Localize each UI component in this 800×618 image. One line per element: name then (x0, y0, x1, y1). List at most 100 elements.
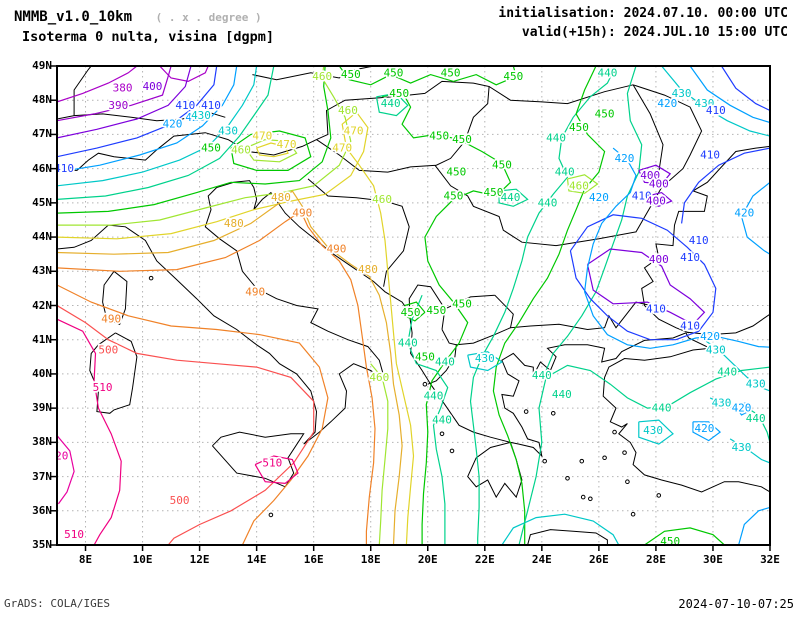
contour-line-430 (661, 66, 770, 137)
contour-label-430: 430 (746, 378, 766, 391)
chart-subtitle: Isoterma 0 nulta, visina [dgpm] (22, 29, 274, 45)
contour-line-410 (681, 147, 770, 224)
contour-line-430 (501, 513, 620, 545)
contour-label-450: 450 (401, 306, 421, 319)
lon-tick-label: 14E (246, 553, 267, 566)
contour-label-400: 400 (646, 195, 666, 208)
contour-label-480: 480 (271, 191, 291, 204)
contour-label-450: 450 (446, 166, 466, 179)
contour-label-410: 410 (700, 149, 720, 162)
lon-tick-label: 32E (760, 553, 780, 566)
border-line (488, 84, 634, 105)
border-line (316, 80, 490, 173)
contour-line-440 (375, 92, 409, 117)
lat-tick-label: 43N (32, 264, 52, 278)
contour-line-400 (638, 164, 672, 185)
island (630, 511, 636, 517)
contour-label-410: 410 (175, 99, 195, 112)
model-title: NMMB_v1.0_10km (14, 9, 133, 25)
contour-label-470: 470 (277, 138, 297, 151)
coastline (602, 332, 770, 493)
contour-line-450 (492, 66, 606, 545)
border-line (307, 178, 410, 287)
lat-tick-label: 48N (32, 93, 52, 107)
border-line (408, 284, 446, 330)
contour-label-440: 440 (555, 166, 575, 179)
contour-line-460 (57, 66, 352, 226)
contour-label-410: 410 (646, 302, 666, 315)
contour-line-460 (566, 174, 599, 194)
contour-label-460: 460 (569, 179, 589, 192)
contour-label-450: 450 (443, 190, 463, 203)
lon-tick-label: 16E (303, 553, 324, 566)
contour-line-440 (545, 66, 643, 378)
contour-label-420: 420 (734, 207, 754, 220)
contour-label-430: 430 (712, 397, 732, 410)
coastline (687, 313, 770, 336)
contour-line-420 (692, 421, 722, 442)
lat-tick-label: 35N (32, 538, 52, 551)
contour-lines (57, 66, 770, 545)
contour-label-440: 440 (597, 66, 617, 79)
grads-credit: GrADS: COLA/IGES (4, 597, 110, 610)
contour-label-450: 450 (569, 121, 589, 134)
contour-label-510: 510 (64, 528, 84, 541)
contour-label-430: 430 (672, 87, 692, 100)
contour-label-420: 420 (694, 422, 714, 435)
island (565, 475, 570, 481)
contour-label-420: 420 (732, 402, 752, 415)
lon-tick-label: 26E (588, 553, 609, 566)
contour-label-440: 440 (717, 366, 737, 379)
contour-line-440 (407, 294, 449, 545)
island (542, 458, 547, 464)
header-right: initialisation: 2024.07.10. 00:00 UTC va… (498, 6, 788, 40)
contour-label-450: 450 (452, 297, 472, 310)
island (422, 381, 428, 387)
contour-line-390 (57, 66, 172, 122)
island (602, 455, 607, 461)
contour-label-430: 430 (643, 424, 663, 437)
lon-tick-label: 30E (703, 553, 723, 566)
contour-line-420 (583, 147, 770, 349)
border-line (73, 66, 92, 116)
contour-label-480: 480 (224, 217, 244, 230)
lat-tick-label: 42N (32, 298, 52, 312)
contour-line-420 (738, 506, 770, 545)
lon-tick-label: 12E (189, 553, 210, 566)
grid-resolution-note: ( . x . degree ) (155, 11, 262, 24)
island (449, 448, 455, 454)
contour-line-500 (57, 304, 315, 545)
island (622, 450, 627, 455)
lon-tick-label: 18E (360, 553, 381, 566)
contour-label-450: 450 (492, 159, 512, 172)
contour-line-410 (569, 214, 717, 341)
lat-tick-label: 49N (32, 59, 52, 72)
island (523, 409, 529, 414)
contour-line-450 (644, 527, 725, 545)
contour-label-460: 460 (338, 104, 358, 117)
lat-tick-label: 45N (32, 195, 52, 209)
contour-line-430 (709, 397, 739, 411)
lat-tick-label: 40N (32, 366, 52, 380)
contour-label-390: 390 (108, 99, 128, 112)
lat-tick-label: 46N (32, 161, 52, 175)
contour-label-430: 430 (218, 125, 238, 138)
border-line (632, 84, 703, 188)
contour-label-440: 440 (546, 131, 566, 144)
axis-ticks (51, 65, 771, 551)
border-line (632, 84, 664, 188)
coastline (102, 270, 128, 325)
contour-label-440: 440 (552, 388, 572, 401)
lat-tick-label: 44N (32, 230, 52, 244)
contour-line-480 (57, 189, 403, 545)
contour-label-450: 450 (415, 350, 435, 363)
contour-label-420: 420 (185, 111, 205, 124)
header-left: NMMB_v1.0_10km ( . x . degree ) Isoterma… (14, 6, 274, 45)
contour-label-440: 440 (501, 191, 521, 204)
island (625, 479, 630, 485)
island (612, 429, 617, 435)
contour-label-450: 450 (452, 133, 472, 146)
coastline (467, 441, 523, 499)
creation-timestamp: 2024-07-10-07:25 (678, 597, 794, 611)
